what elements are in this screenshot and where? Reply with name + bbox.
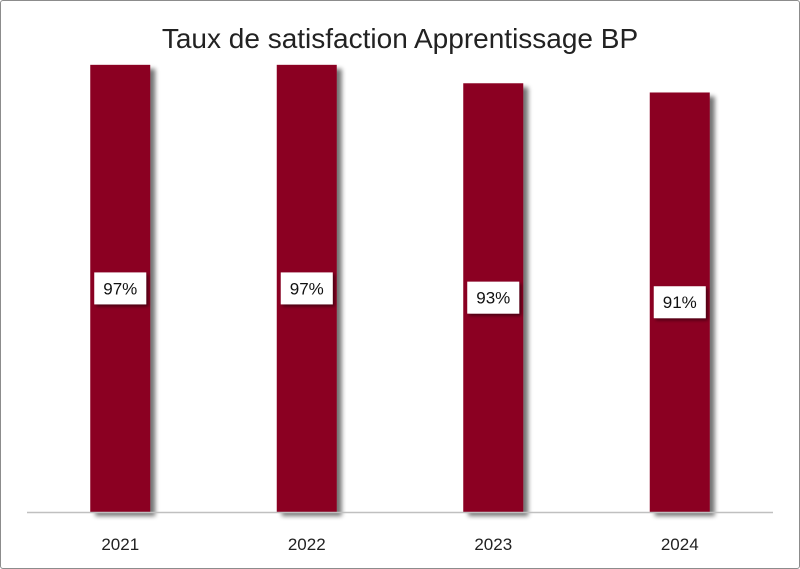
x-tick-label: 2024: [661, 535, 699, 554]
data-label-text: 91%: [663, 293, 697, 312]
data-label: 97%: [280, 272, 333, 305]
chart-title: Taux de satisfaction Apprentissage BP: [161, 23, 639, 54]
x-tick-label: 2022: [288, 535, 326, 554]
data-label: 91%: [653, 286, 706, 319]
x-tick-label: 2021: [101, 535, 139, 554]
data-label-box: [94, 272, 147, 305]
data-label-box: [280, 272, 333, 305]
data-label: 97%: [94, 272, 147, 305]
data-label-text: 97%: [290, 279, 324, 298]
x-tick-label: 2023: [474, 535, 512, 554]
data-label-box: [467, 281, 520, 314]
data-label-text: 97%: [103, 279, 137, 298]
data-label-box: [653, 286, 706, 319]
data-label-text: 93%: [476, 289, 510, 308]
data-label: 93%: [467, 281, 520, 314]
